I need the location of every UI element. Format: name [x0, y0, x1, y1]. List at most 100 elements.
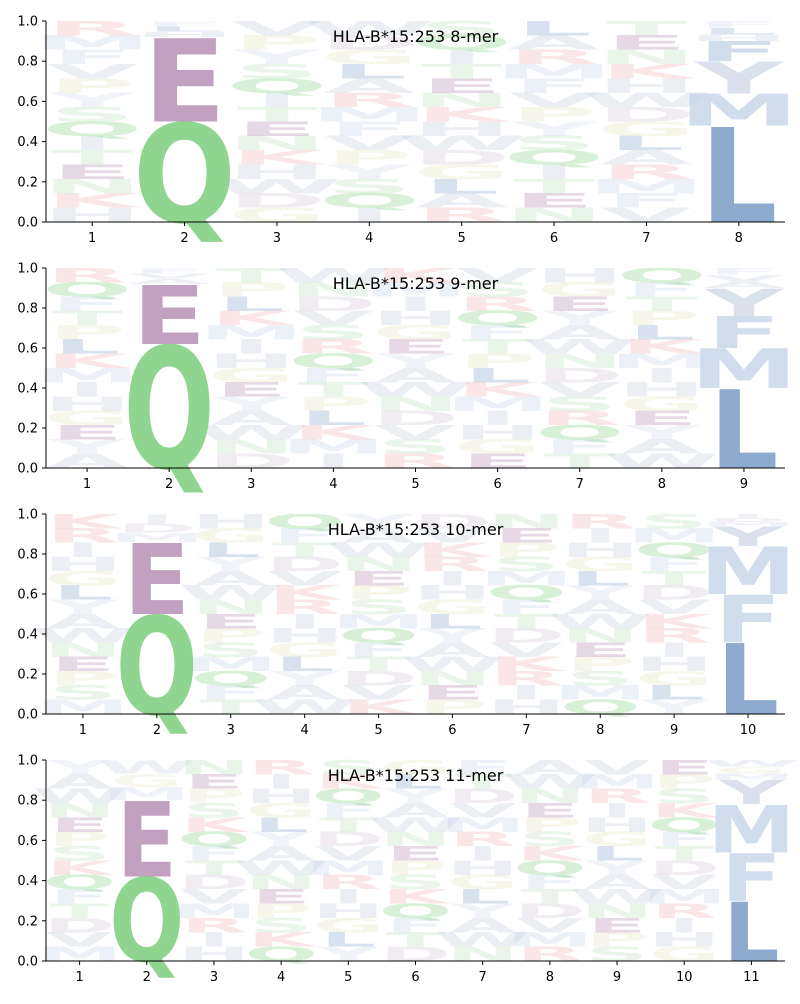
background-letter: D — [635, 582, 714, 605]
background-letter: F — [198, 682, 263, 705]
background-letter: T — [297, 379, 369, 401]
background-letter: K — [600, 61, 696, 84]
background-letter: F — [51, 293, 123, 315]
background-letter: H — [536, 264, 624, 286]
background-letter: N — [560, 625, 640, 648]
background-letter: Y — [584, 857, 649, 880]
background-letter: H — [648, 929, 720, 952]
background-letter: A — [382, 799, 450, 822]
background-letter: S — [295, 322, 371, 344]
background-letter: G — [380, 756, 451, 779]
background-letter: V — [457, 264, 539, 286]
background-letter: Q — [486, 582, 567, 605]
background-letter: R — [181, 914, 247, 937]
background-letter: P — [384, 857, 447, 880]
anchor-letter: L — [723, 886, 779, 981]
background-letter: E — [520, 799, 579, 822]
background-letter: V — [539, 379, 621, 401]
background-letter: V — [584, 756, 652, 779]
background-letter: E — [494, 525, 559, 548]
background-letter: T — [346, 653, 411, 676]
background-letter: P — [196, 625, 266, 648]
background-letter: D — [708, 517, 789, 523]
background-letter: H — [688, 33, 790, 44]
anchor-letter: F — [721, 841, 781, 917]
background-letter: S — [250, 914, 312, 937]
background-letter: E — [215, 379, 287, 401]
background-letter: Q — [319, 190, 420, 213]
background-letter: I — [509, 682, 544, 705]
background-letter: V — [375, 422, 457, 444]
background-letter: W — [211, 176, 342, 199]
background-letter: E — [379, 336, 451, 358]
background-letter: G — [649, 943, 720, 966]
background-letter: K — [292, 422, 378, 444]
background-letter: K — [375, 264, 461, 286]
background-letter: G — [208, 364, 295, 386]
background-letter: T — [319, 814, 378, 837]
background-letter: N — [504, 204, 603, 227]
background-letter: A — [194, 568, 268, 591]
logo-panel: AYEGHIMKLPTFQRDNWAYEGHIMKLPTIMKLPTFQRSVD… — [17, 262, 797, 509]
background-letter: W — [98, 757, 195, 778]
background-letter: I — [332, 886, 364, 909]
background-letter: N — [536, 350, 624, 372]
background-letter: V — [702, 273, 786, 283]
background-letter: D — [117, 521, 198, 536]
background-letter: T — [462, 336, 534, 358]
background-letter: T — [215, 264, 287, 286]
x-tick-label: 4 — [301, 723, 309, 738]
x-tick-label: 6 — [550, 231, 558, 246]
background-letter: E — [544, 293, 616, 315]
background-letter: F — [626, 279, 698, 301]
x-tick-label: 5 — [374, 723, 382, 738]
background-letter: K — [231, 147, 327, 170]
background-letter: V — [46, 61, 138, 84]
background-letter: V — [490, 639, 564, 662]
background-letter: D — [447, 785, 519, 808]
background-letter: S — [344, 596, 412, 619]
background-letter: T — [386, 929, 445, 952]
background-letter: E — [184, 771, 243, 794]
background-letter: Q — [634, 539, 715, 562]
background-letter: M — [103, 784, 191, 805]
background-letter: W — [569, 886, 664, 909]
background-letter: I — [396, 293, 435, 315]
anchor-letter: L — [717, 624, 779, 737]
x-tick-label: 8 — [735, 231, 743, 246]
x-tick-label: 3 — [227, 723, 235, 738]
background-letter: A — [539, 322, 621, 344]
background-letter: M — [331, 611, 426, 634]
y-tick-label: 0.6 — [17, 342, 38, 357]
background-letter: Y — [417, 625, 489, 648]
anchor-letter: Y — [704, 281, 785, 325]
background-letter: Q — [535, 422, 625, 444]
y-tick-label: 0.4 — [17, 874, 38, 889]
background-letter: L — [628, 322, 695, 344]
background-letter: F — [297, 364, 369, 386]
background-letter: P — [585, 929, 648, 952]
background-letter: T — [236, 104, 317, 127]
background-letter: D — [207, 450, 295, 472]
background-letter: D — [178, 871, 250, 894]
background-letter: W — [604, 450, 720, 472]
background-letter: W — [31, 625, 136, 648]
background-letter: I — [532, 161, 576, 184]
background-letter: D — [412, 147, 511, 170]
background-letter: T — [642, 568, 707, 591]
background-letter: N — [581, 900, 653, 923]
x-tick-label: 7 — [522, 723, 530, 738]
background-letter: L — [200, 539, 261, 562]
background-letter: H — [207, 350, 295, 372]
background-letter: E — [236, 118, 317, 141]
background-letter: A — [508, 32, 600, 55]
logo-panel: MVDTFQKSPENWAYHIRMVDTFQKSPENQKSPENWAYLGH… — [17, 754, 800, 989]
background-letter: F — [697, 19, 780, 30]
anchor-letter: Y — [712, 521, 786, 552]
background-letter: H — [371, 307, 459, 329]
background-letter: N — [447, 943, 519, 966]
chart-title: HLA-B*15:253 11-mer — [328, 766, 504, 785]
background-letter: Q — [338, 625, 419, 648]
background-letter: D — [312, 828, 384, 851]
background-letter: F — [707, 266, 781, 276]
